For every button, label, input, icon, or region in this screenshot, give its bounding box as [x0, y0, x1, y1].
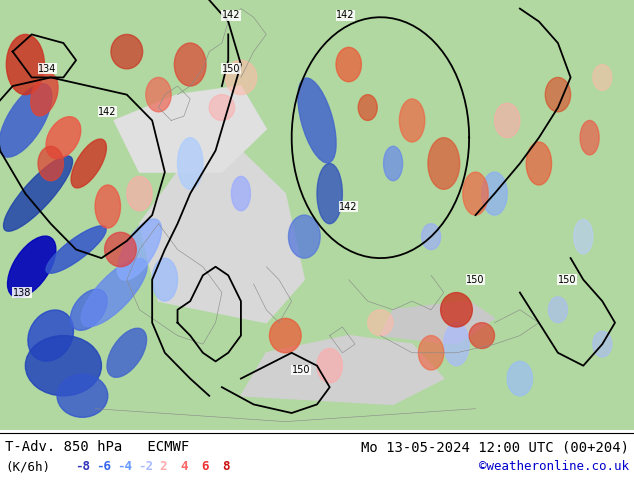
Ellipse shape [225, 60, 257, 95]
Text: 2: 2 [159, 460, 167, 473]
Ellipse shape [526, 142, 552, 185]
Text: 142: 142 [222, 10, 240, 20]
Ellipse shape [174, 43, 206, 86]
Ellipse shape [336, 48, 361, 82]
Ellipse shape [507, 362, 533, 396]
Text: 4: 4 [180, 460, 188, 473]
Text: -6: -6 [96, 460, 111, 473]
Ellipse shape [444, 323, 469, 366]
Ellipse shape [231, 176, 250, 211]
Ellipse shape [0, 84, 52, 157]
Ellipse shape [25, 336, 101, 396]
Ellipse shape [317, 348, 342, 383]
Ellipse shape [548, 297, 567, 322]
Ellipse shape [358, 95, 377, 121]
Text: (K/6h): (K/6h) [5, 460, 50, 473]
Text: -2: -2 [138, 460, 153, 473]
Ellipse shape [209, 95, 235, 121]
Ellipse shape [127, 176, 152, 211]
Ellipse shape [495, 103, 520, 138]
Polygon shape [114, 86, 266, 172]
Ellipse shape [418, 336, 444, 370]
Ellipse shape [111, 34, 143, 69]
Ellipse shape [28, 310, 74, 361]
Text: T-Adv. 850 hPa   ECMWF: T-Adv. 850 hPa ECMWF [5, 440, 190, 454]
Ellipse shape [81, 258, 147, 327]
Ellipse shape [469, 322, 495, 348]
Text: Mo 13-05-2024 12:00 UTC (00+204): Mo 13-05-2024 12:00 UTC (00+204) [361, 440, 629, 454]
Text: 142: 142 [98, 107, 117, 117]
Text: -4: -4 [117, 460, 132, 473]
Text: ©weatheronline.co.uk: ©weatheronline.co.uk [479, 460, 629, 473]
Text: 138: 138 [13, 288, 31, 297]
Ellipse shape [117, 219, 162, 280]
Ellipse shape [38, 147, 63, 181]
Ellipse shape [178, 138, 203, 189]
Ellipse shape [105, 232, 136, 267]
Polygon shape [241, 336, 444, 404]
Ellipse shape [482, 172, 507, 215]
Text: 8: 8 [222, 460, 230, 473]
Text: 150: 150 [292, 365, 310, 375]
Ellipse shape [422, 224, 441, 249]
Text: 150: 150 [222, 64, 240, 74]
Ellipse shape [8, 236, 56, 297]
Ellipse shape [593, 331, 612, 357]
Text: 142: 142 [336, 10, 354, 20]
Ellipse shape [46, 226, 107, 273]
Ellipse shape [95, 185, 120, 228]
Ellipse shape [298, 78, 336, 163]
Ellipse shape [30, 74, 58, 116]
Ellipse shape [269, 318, 301, 353]
Ellipse shape [574, 220, 593, 254]
Ellipse shape [107, 328, 146, 377]
Ellipse shape [46, 117, 81, 159]
Ellipse shape [152, 258, 178, 301]
Ellipse shape [384, 147, 403, 181]
Ellipse shape [399, 99, 425, 142]
Ellipse shape [580, 121, 599, 155]
Text: 134: 134 [38, 64, 56, 74]
Text: -8: -8 [75, 460, 90, 473]
Ellipse shape [545, 77, 571, 112]
Text: 6: 6 [201, 460, 209, 473]
Ellipse shape [57, 374, 108, 417]
Ellipse shape [70, 289, 107, 330]
Text: 142: 142 [339, 201, 358, 212]
Ellipse shape [463, 172, 488, 215]
Ellipse shape [288, 215, 320, 258]
Ellipse shape [428, 138, 460, 189]
Ellipse shape [6, 34, 44, 95]
Text: 150: 150 [558, 274, 576, 285]
Polygon shape [380, 301, 495, 344]
Polygon shape [139, 150, 304, 323]
Ellipse shape [4, 156, 72, 231]
Ellipse shape [441, 293, 472, 327]
Ellipse shape [317, 164, 342, 224]
Ellipse shape [71, 139, 107, 188]
Ellipse shape [593, 65, 612, 90]
Ellipse shape [368, 310, 393, 336]
Text: 150: 150 [466, 274, 484, 285]
Ellipse shape [146, 77, 171, 112]
